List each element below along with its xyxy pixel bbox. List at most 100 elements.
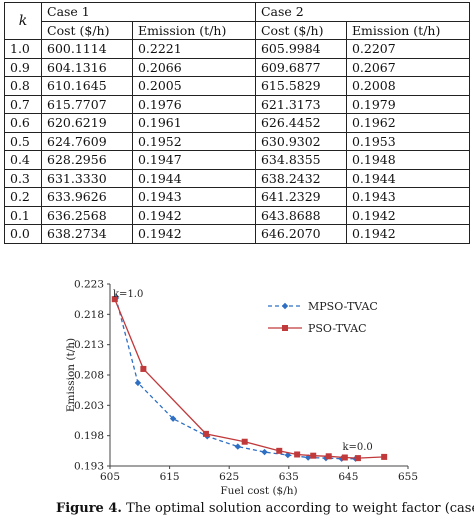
data-point (140, 365, 147, 372)
table-row: 1.0 600.1114 0.2221 605.9984 0.2207 (4, 39, 471, 59)
case1-emission-cell: 0.1947 (131, 150, 256, 170)
table-row: 0.0 638.2734 0.1942 646.2070 0.1942 (4, 224, 471, 244)
k-cell: 0.0 (4, 224, 42, 244)
case1-emission-cell: 0.1961 (131, 113, 256, 133)
table-body: 1.0 600.1114 0.2221 605.9984 0.2207 0.9 604.13… (4, 39, 471, 244)
case2-header: Case 2 (254, 2, 471, 22)
y-axis-label: Emission (t/h) (65, 338, 77, 412)
case2-cost-cell: 621.3173 (254, 94, 347, 114)
table-subheader-row: Cost ($/h) Emission (t/h) Cost ($/h) Emi… (5, 20, 471, 40)
annotation-k1: k=1.0 (113, 289, 143, 300)
k-cell: 0.7 (4, 94, 42, 114)
case2-cost-cell: 609.6877 (254, 57, 347, 77)
data-point (202, 430, 209, 437)
y-tick-label: 0.213 (74, 339, 104, 351)
case1-cost-cell: 631.3330 (41, 168, 133, 188)
table-row: 0.5 624.7609 0.1952 630.9302 0.1953 (4, 131, 471, 151)
case2-cost-cell: 643.8688 (254, 205, 347, 225)
k-cell: 0.2 (4, 187, 42, 207)
x-tick-label: 645 (338, 471, 358, 483)
data-point (294, 451, 301, 458)
case2-emission-cell: 0.1942 (345, 224, 471, 244)
x-tick-label: 625 (219, 471, 239, 483)
data-point (261, 448, 268, 456)
case2-cost-cell: 626.4452 (254, 113, 347, 133)
x-tick-label: 655 (398, 471, 418, 483)
case2-emission-cell: 0.2067 (345, 57, 471, 77)
case1-cost-cell: 624.7609 (41, 131, 133, 151)
x-tick-label: 635 (279, 471, 299, 483)
case1-emission-cell: 0.1943 (131, 187, 256, 207)
data-point (234, 443, 242, 450)
y-tick-label: 0.223 (74, 279, 104, 291)
emission-cost-chart: 0.193 0.198 0.203 0.208 0.213 0.218 0.223 605 61… (65, 279, 418, 498)
x-axis-label: Fuel cost ($/h) (220, 485, 297, 497)
case2-emission-cell: 0.1943 (345, 187, 471, 207)
legend-label: PSO-TVAC (308, 322, 367, 335)
annotation-k0: k=0.0 (342, 442, 372, 453)
case2-cost-cell: 638.2432 (254, 168, 347, 188)
case2-cost-cell: 630.9302 (254, 131, 347, 151)
results-table: k Case 1 Case 2 Cost ($/h) Emission (t/h… (4, 2, 471, 244)
x-tick-label: 605 (100, 471, 120, 483)
case1-emission-header: Emission (t/h) (131, 20, 256, 40)
case1-emission-cell: 0.1942 (131, 205, 256, 225)
k-cell: 0.9 (4, 57, 42, 77)
table-header-row: k Case 1 Case 2 (4, 2, 471, 40)
case1-cost-cell: 600.1114 (41, 39, 133, 59)
table-row: 0.6 620.6219 0.1961 626.4452 0.1962 (4, 113, 471, 133)
data-point (276, 447, 283, 454)
table-row: 0.3 631.3330 0.1944 638.2432 0.1944 (4, 168, 471, 188)
case2-emission-cell: 0.1948 (345, 150, 471, 170)
table-row: 0.9 604.1316 0.2066 609.6877 0.2067 (4, 57, 471, 77)
x-tick-label: 615 (160, 471, 180, 483)
case1-cost-cell: 636.2568 (41, 205, 133, 225)
k-cell: 0.3 (4, 168, 42, 188)
case2-emission-cell: 0.1942 (345, 205, 471, 225)
data-point (341, 454, 348, 461)
case1-emission-cell: 0.2005 (131, 76, 256, 96)
k-cell: 1.0 (4, 39, 42, 59)
data-point (325, 453, 332, 460)
k-cell: 0.1 (4, 205, 42, 225)
case1-cost-cell: 610.1645 (41, 76, 133, 96)
figure-label: Figure 4. (56, 501, 122, 516)
table-row: 0.4 628.2956 0.1947 634.8355 0.1948 (4, 150, 471, 170)
k-cell: 0.5 (4, 131, 42, 151)
case2-cost-cell: 646.2070 (254, 224, 347, 244)
k-cell: 0.8 (4, 76, 42, 96)
data-point (241, 438, 248, 445)
y-tick-label: 0.203 (74, 400, 104, 412)
data-point (354, 455, 361, 462)
data-point (169, 415, 177, 422)
case1-cost-cell: 604.1316 (41, 57, 133, 77)
case1-emission-cell: 0.1976 (131, 94, 256, 114)
figure-caption-text: The optimal solution according to weight… (126, 501, 474, 516)
k-cell: 0.6 (4, 113, 42, 133)
case1-cost-cell: 628.2956 (41, 150, 133, 170)
y-tick-label: 0.208 (74, 370, 104, 382)
table-row: 0.8 610.1645 0.2005 615.5829 0.2008 (4, 76, 471, 96)
case2-cost-cell: 605.9984 (254, 39, 347, 59)
case2-emission-cell: 0.1979 (345, 94, 471, 114)
figure-caption: Figure 4. The optimal solution according… (56, 501, 474, 516)
case1-cost-cell: 620.6219 (41, 113, 133, 133)
case1-emission-cell: 0.2066 (131, 57, 256, 77)
table-row: 0.1 636.2568 0.1942 643.8688 0.1942 (4, 205, 471, 225)
case1-emission-cell: 0.1942 (131, 224, 256, 244)
legend-label: MPSO-TVAC (308, 300, 378, 313)
case1-header: Case 1 (41, 2, 256, 22)
case2-emission-cell: 0.1962 (345, 113, 471, 133)
case1-cost-cell: 633.9626 (41, 187, 133, 207)
case1-emission-cell: 0.2221 (131, 39, 256, 59)
case2-cost-cell: 634.8355 (254, 150, 347, 170)
table-row: 0.2 633.9626 0.1943 641.2329 0.1943 (4, 187, 471, 207)
case2-emission-cell: 0.2207 (345, 39, 471, 59)
data-point (381, 453, 388, 460)
case1-cost-cell: 638.2734 (41, 224, 133, 244)
legend-marker (281, 302, 289, 310)
y-tick-label: 0.218 (74, 309, 104, 321)
data-point (310, 452, 317, 459)
case2-cost-cell: 615.5829 (254, 76, 347, 96)
case1-emission-cell: 0.1944 (131, 168, 256, 188)
